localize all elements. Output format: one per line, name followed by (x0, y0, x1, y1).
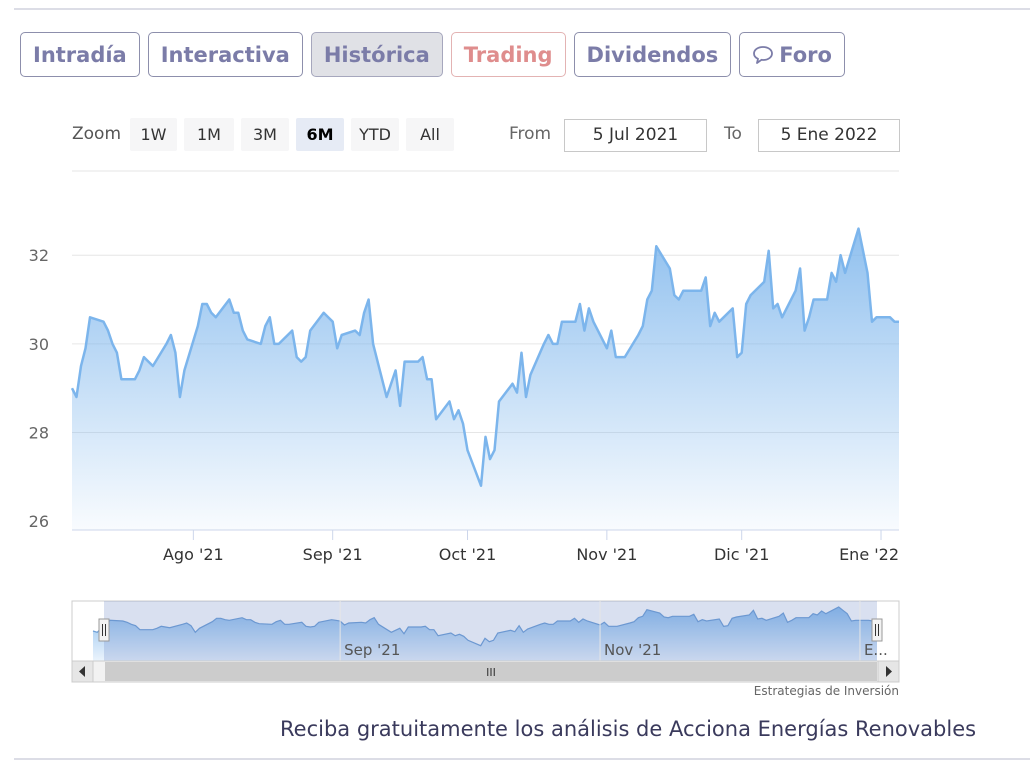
zoom-3m-button[interactable]: 3M (241, 118, 289, 151)
zoom-1m-button[interactable]: 1M (184, 118, 234, 151)
top-divider (14, 8, 1030, 10)
tab-foro-label: Foro (779, 42, 832, 67)
from-label: From (509, 124, 552, 144)
scroll-right-button[interactable] (877, 660, 900, 683)
scrollbar-thumb[interactable] (105, 662, 877, 681)
tab-trading-label: Trading (463, 42, 553, 67)
tab-interactiva[interactable]: Interactiva (147, 32, 303, 77)
scroll-left-button[interactable] (71, 660, 94, 683)
arrow-right-icon (886, 666, 892, 677)
speech-bubble-icon (752, 45, 774, 65)
tab-intradia[interactable]: Intradía (20, 32, 140, 77)
navigator[interactable]: Sep '21 Nov '21 E... III (0, 0, 1035, 700)
arrow-left-icon (79, 666, 85, 677)
zoom-label: Zoom (72, 124, 122, 144)
tab-intradia-label: Intradía (33, 42, 127, 67)
chart-credits[interactable]: Estrategias de Inversión (753, 684, 899, 698)
tab-bar: Intradía Interactiva Histórica Trading D… (20, 32, 845, 77)
to-label: To (724, 124, 742, 144)
from-date-input[interactable]: 5 Jul 2021 (564, 119, 707, 152)
navigator-right-handle[interactable] (871, 618, 883, 642)
zoom-all-button[interactable]: All (406, 118, 454, 151)
tab-dividendos[interactable]: Dividendos (573, 32, 732, 77)
zoom-1w-button[interactable]: 1W (130, 118, 177, 151)
tab-foro[interactable]: Foro (739, 32, 845, 77)
zoom-6m-button[interactable]: 6M (296, 118, 344, 151)
navigator-label: E... (864, 641, 888, 659)
zoom-ytd-button[interactable]: YTD (351, 118, 399, 151)
bottom-divider (14, 758, 1030, 760)
to-date-input[interactable]: 5 Ene 2022 (758, 119, 900, 152)
tab-dividendos-label: Dividendos (586, 42, 719, 67)
scrollbar-grip-icon: III (486, 666, 496, 679)
navigator-selected-range[interactable] (104, 601, 877, 661)
navigator-area-fill (93, 607, 877, 661)
tab-historica-label: Histórica (323, 42, 430, 67)
cta-text[interactable]: Reciba gratuitamente los análisis de Acc… (280, 717, 977, 741)
navigator-left-handle[interactable] (98, 618, 110, 642)
tab-trading[interactable]: Trading (450, 32, 566, 77)
navigator-line (92, 606, 877, 647)
tab-interactiva-label: Interactiva (160, 42, 290, 67)
zoom-button-group: 1W 1M 3M 6M YTD All (130, 118, 454, 151)
tab-historica[interactable]: Histórica (310, 32, 443, 77)
navigator-label: Sep '21 (344, 641, 400, 659)
navigator-label: Nov '21 (604, 641, 661, 659)
